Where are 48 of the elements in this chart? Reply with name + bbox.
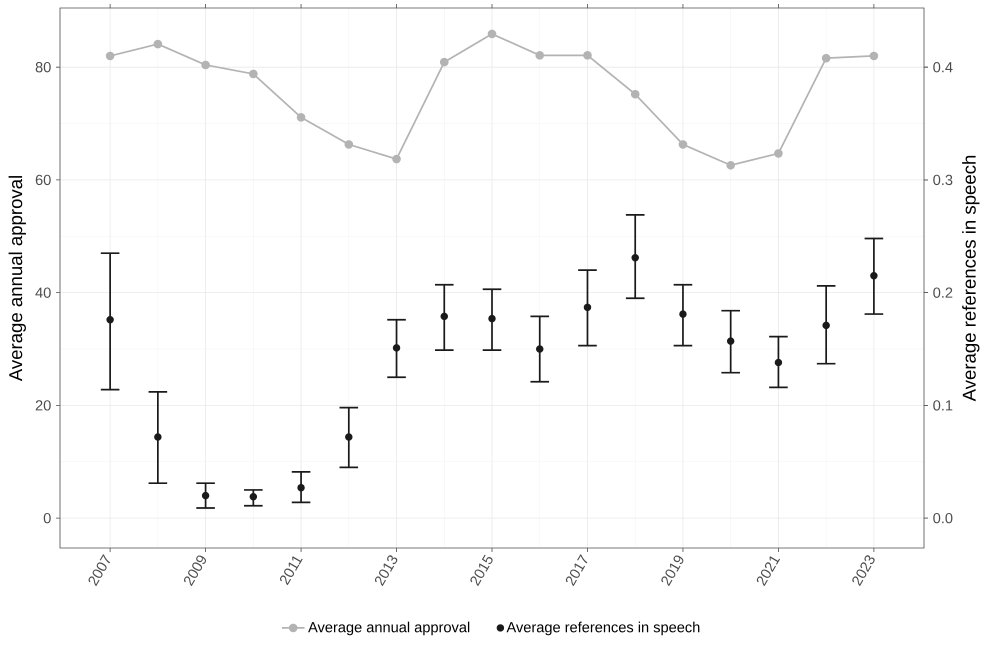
point <box>726 160 735 170</box>
point <box>678 140 688 149</box>
point <box>297 484 305 492</box>
point <box>774 358 782 366</box>
point <box>106 52 114 60</box>
point <box>726 337 734 345</box>
point <box>870 272 878 280</box>
point <box>822 54 830 62</box>
point <box>392 344 400 352</box>
y2-tick-label: 0.3 <box>933 174 952 186</box>
y2-tick-label: 0.1 <box>933 400 952 411</box>
y-tick-label: 60 <box>36 174 51 186</box>
point <box>106 316 114 324</box>
y2-tick-label: 0.4 <box>933 62 953 72</box>
point <box>392 154 401 164</box>
point <box>488 314 496 322</box>
point <box>154 433 162 441</box>
y-tick-label: 20 <box>36 400 51 411</box>
y2-axis-title: Average references in speech <box>962 156 980 402</box>
point <box>154 40 162 48</box>
point <box>822 322 830 330</box>
point <box>535 51 544 60</box>
point <box>201 60 210 70</box>
y-tick-label: 0 <box>44 512 51 524</box>
point <box>440 58 449 66</box>
point <box>249 70 258 78</box>
point <box>583 51 592 60</box>
point <box>440 312 448 320</box>
point <box>631 254 639 262</box>
point <box>536 345 544 353</box>
point <box>679 310 687 318</box>
point <box>202 492 210 500</box>
point <box>870 52 878 60</box>
legend-label: Average annual approval <box>308 622 470 636</box>
legend-label: Average references in speech <box>506 622 700 636</box>
point <box>250 492 258 500</box>
point <box>345 433 353 441</box>
point <box>584 304 592 312</box>
point <box>296 113 306 122</box>
point <box>774 149 783 158</box>
point <box>488 30 496 38</box>
y-axis-title: Average annual approval <box>8 176 26 382</box>
point <box>630 90 640 99</box>
y-tick-label: 40 <box>35 287 51 298</box>
y2-tick-label: 0.2 <box>933 288 952 298</box>
y-tick-label: 80 <box>36 62 51 72</box>
y2-tick-label: 0.0 <box>933 512 952 524</box>
point <box>344 140 354 149</box>
